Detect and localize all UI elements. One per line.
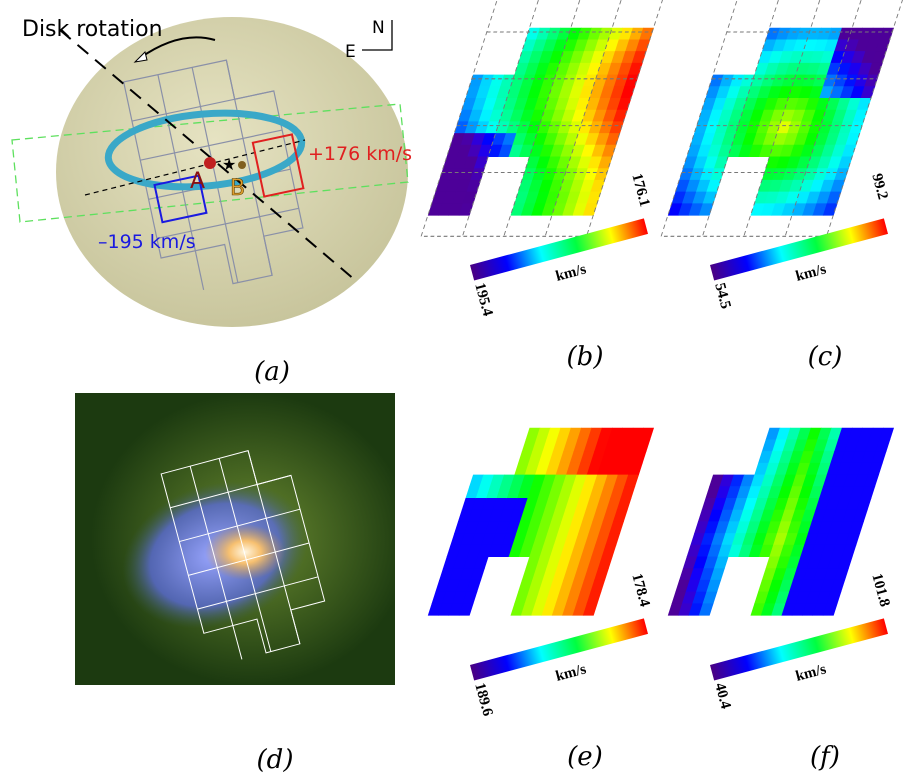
panel-b: 195.4 176.1 km/s (b) [421, 0, 669, 372]
colorbar-unit: km/s [554, 661, 588, 684]
colorbar-min: 189.6 [471, 681, 495, 718]
core [205, 524, 285, 580]
figure: ★ A B +176 km/s –195 km/s Disk rotation … [0, 0, 915, 781]
velocity-map [428, 428, 654, 616]
colorbar-max: 178.4 [628, 572, 652, 609]
colorbar-max: 99.2 [868, 172, 890, 201]
nucleus-b [238, 161, 246, 169]
panel-e: 189.6 178.4 km/s (e) [428, 428, 670, 772]
colorbar-min: 195.4 [471, 281, 495, 318]
velocity-map [421, 0, 668, 236]
caption: (d) [257, 745, 294, 775]
colorbar-unit: km/s [794, 661, 828, 684]
caption: (f) [810, 742, 840, 772]
north: N [372, 18, 385, 38]
colorbar-min: 40.4 [711, 681, 733, 711]
nucleus-a [204, 157, 216, 169]
red-velocity: +176 km/s [308, 143, 412, 165]
colorbar-max: 101.8 [868, 572, 892, 609]
velocity-map [661, 0, 908, 236]
label-a: A [190, 169, 205, 194]
colorbar-min: 54.5 [711, 281, 733, 310]
rotation-title: Disk rotation [22, 17, 163, 42]
caption: (c) [808, 342, 843, 372]
blue-velocity: –195 km/s [98, 231, 196, 253]
velocity-map [668, 428, 894, 616]
colorbar-max: 176.1 [628, 172, 652, 209]
panel-a: ★ A B +176 km/s –195 km/s Disk rotation … [12, 17, 412, 387]
label-b: B [230, 176, 245, 201]
panel-c: 54.5 99.2 km/s (c) [661, 0, 908, 372]
panel-f: 40.4 101.8 km/s (f) [668, 428, 908, 772]
caption: (b) [567, 342, 604, 372]
east: E [345, 42, 356, 62]
colorbar-unit: km/s [554, 261, 588, 284]
panel-d: (d) [75, 393, 395, 775]
caption: (e) [567, 742, 603, 772]
colorbar-unit: km/s [794, 261, 828, 284]
caption: (a) [254, 357, 290, 387]
star: ★ [222, 155, 236, 174]
